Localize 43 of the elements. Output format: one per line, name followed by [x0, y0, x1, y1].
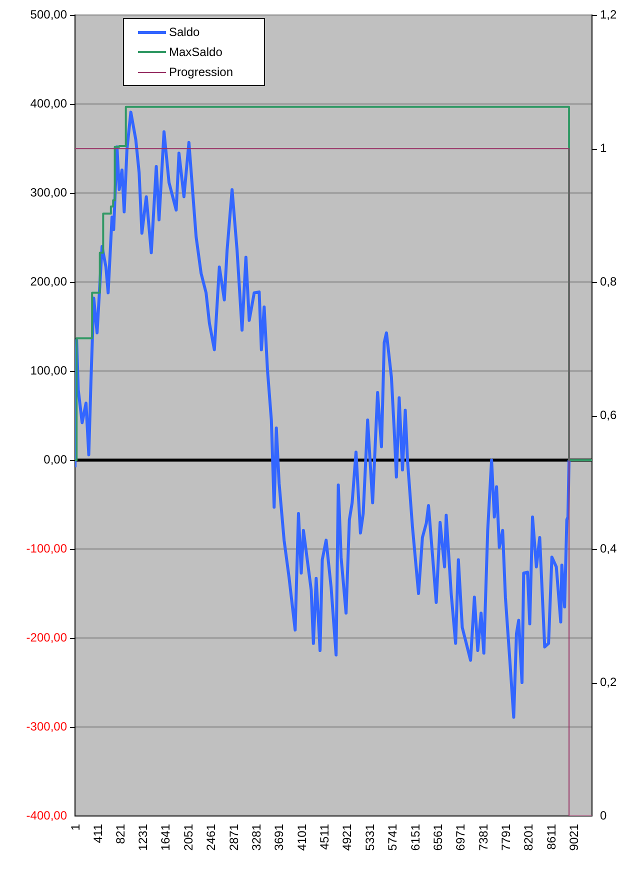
- x-tick-label: 6151: [408, 824, 422, 851]
- x-tick-label: 3691: [272, 824, 286, 851]
- x-tick-label: 1: [68, 824, 82, 831]
- x-tick-label: 1231: [136, 824, 150, 851]
- y2-tick-label: 0,2: [600, 674, 618, 689]
- x-tick-label: 8611: [544, 824, 558, 850]
- legend-label: Progression: [169, 65, 234, 80]
- y-tick-label: 100,00: [30, 363, 68, 378]
- legend-label: Saldo: [169, 25, 200, 40]
- x-tick-label: 5741: [386, 824, 400, 851]
- y2-tick-label: 0,6: [600, 408, 618, 422]
- x-tick-label: 411: [91, 824, 106, 844]
- x-tick-label: 2051: [181, 824, 196, 851]
- y-tick-label: -300,00: [26, 719, 68, 734]
- y-tick-label: 400,00: [30, 96, 68, 110]
- x-tick-label: 4511: [318, 824, 332, 850]
- x-tick-label: 2871: [226, 824, 241, 851]
- y-tick-label: 300,00: [30, 185, 68, 200]
- x-tick-label: 9021: [567, 824, 582, 851]
- x-tick-label: 6971: [454, 824, 468, 851]
- x-tick-label: 2461: [204, 824, 218, 851]
- x-tick-label: 5331: [362, 824, 377, 851]
- y2-tick-label: 0: [600, 808, 607, 822]
- x-tick-label: 7381: [476, 824, 490, 851]
- legend-label: MaxSaldo: [169, 45, 222, 60]
- y-tick-label: -400,00: [26, 808, 68, 822]
- x-tick-label: 6561: [430, 824, 445, 851]
- x-tick-label: 3281: [249, 824, 264, 851]
- y2-tick-label: 0,4: [600, 541, 618, 556]
- x-tick-label: 8201: [522, 824, 536, 851]
- y-tick-label: -200,00: [26, 630, 68, 644]
- y2-tick-label: 1: [600, 140, 607, 155]
- x-tick-label: 821: [113, 824, 128, 844]
- x-tick-label: 4921: [340, 824, 354, 851]
- y2-tick-label: 0,8: [600, 274, 618, 288]
- y-tick-label: 200,00: [30, 274, 68, 288]
- y-tick-label: 0,00: [44, 452, 68, 466]
- x-tick-label: 1641: [158, 824, 173, 851]
- x-tick-label: 4101: [294, 824, 309, 851]
- x-tick-label: 7791: [499, 824, 514, 851]
- y2-tick-label: 1,2: [600, 8, 618, 22]
- y-tick-label: -100,00: [26, 541, 68, 556]
- y-tick-label: 500,00: [30, 8, 68, 22]
